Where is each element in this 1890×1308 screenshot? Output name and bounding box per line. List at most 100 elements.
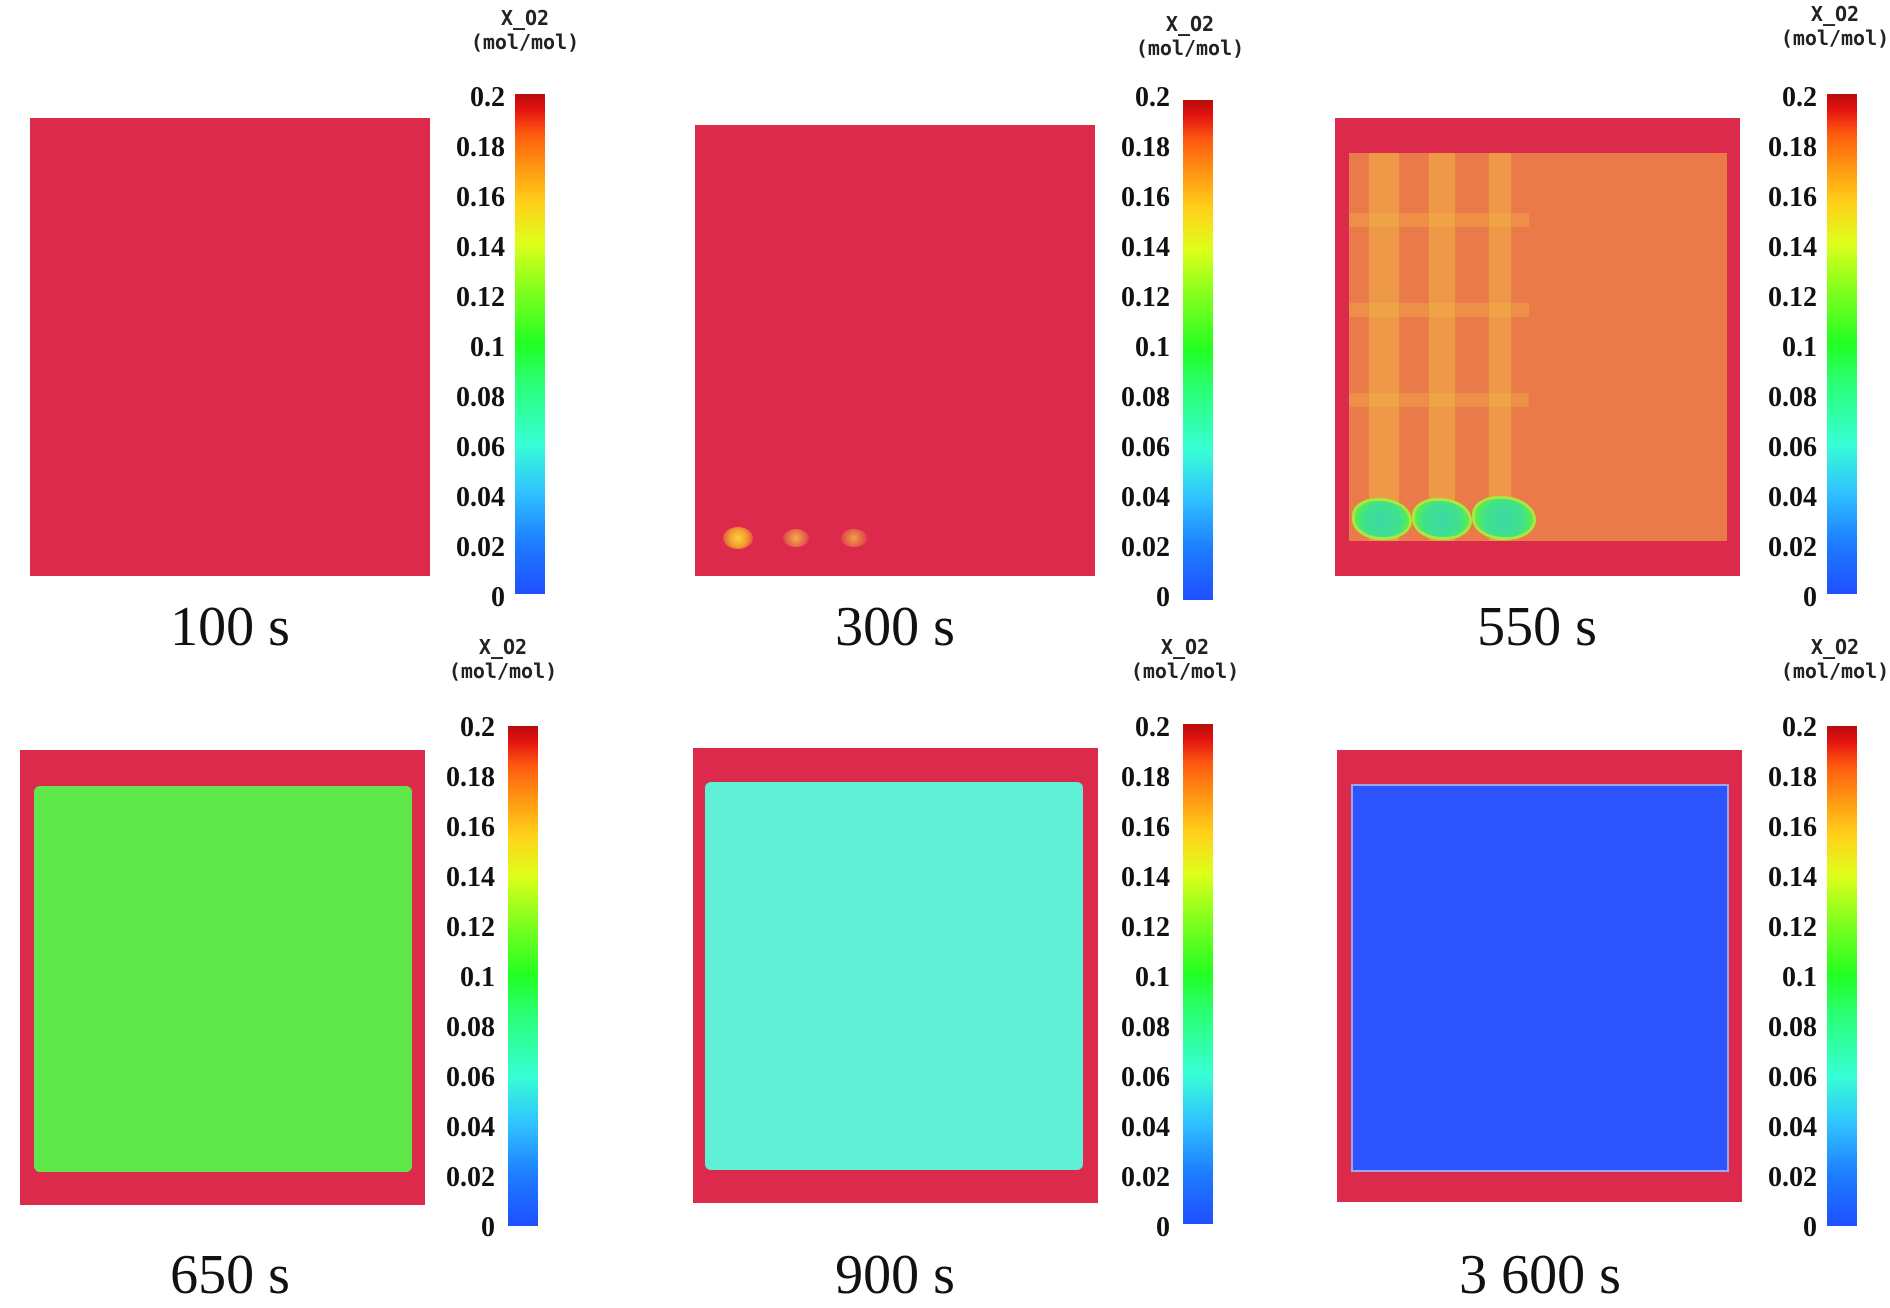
colorbar [1183, 724, 1213, 1224]
colorbar-tick-label: 0 [1156, 582, 1170, 613]
colorbar-ticks: 0.2 0.18 0.16 0.14 0.12 0.1 0.08 0.06 0.04 0.02 0 [435, 82, 505, 613]
colorbar-tick-label: 0.16 [1121, 182, 1170, 213]
colorbar-tick-label: 0.14 [1121, 232, 1170, 263]
colorbar-tick-label: 0.08 [1121, 1012, 1170, 1043]
colorbar-tick-label: 0.02 [1768, 532, 1817, 563]
colorbar-title: X_O2 (mol/mol) [1135, 12, 1245, 60]
colorbar-ticks: 0.2 0.18 0.16 0.14 0.12 0.1 0.08 0.06 0.04 0.02 0 [1100, 82, 1170, 613]
domain-box [1335, 118, 1740, 576]
contour-panel-100s: 100 s X_O2 (mol/mol) 0.2 0.18 0.16 0.14 0.12… [0, 0, 630, 658]
colorbar-tick-label: 0.12 [1121, 282, 1170, 313]
colorbar-tick-label: 0.04 [1121, 482, 1170, 513]
colorbar-tick-label: 0.06 [1768, 1062, 1817, 1093]
colorbar-tick-label: 0.06 [446, 1062, 495, 1093]
colorbar-ticks: 0.2 0.18 0.16 0.14 0.12 0.1 0.08 0.06 0.04 0.02 0 [1747, 712, 1817, 1243]
colorbar-tick-label: 0.16 [1768, 812, 1817, 843]
colorbar-tick-label: 0.2 [1135, 82, 1170, 113]
colorbar-tick-label: 0.2 [460, 712, 495, 743]
colorbar-tick-label: 0.16 [1121, 812, 1170, 843]
colorbar-tick-label: 0.14 [1768, 862, 1817, 893]
time-label: 550 s [1477, 596, 1597, 658]
domain-interior [34, 786, 412, 1172]
colorbar-tick-label: 0.2 [1782, 712, 1817, 743]
contour-panel-550s: 550 s X_O2 (mol/mol) 0.2 0.18 0.16 0.14 0.12… [1305, 0, 1890, 658]
hotspot [723, 527, 753, 549]
colorbar-tick-label: 0.08 [1121, 382, 1170, 413]
colorbar-tick-label: 0.04 [1768, 1112, 1817, 1143]
colorbar-tick-label: 0.1 [1135, 962, 1170, 993]
colorbar-tick-label: 0.14 [446, 862, 495, 893]
colorbar-tick-label: 0.02 [1121, 1162, 1170, 1193]
contour-panel-300s: 300 s X_O2 (mol/mol) 0.2 0.18 0.16 0.14 0.12… [665, 0, 1295, 658]
time-label: 100 s [170, 596, 290, 658]
hotspot [841, 529, 867, 547]
colorbar-tick-label: 0.14 [1121, 862, 1170, 893]
colorbar-tick-label: 0.16 [446, 812, 495, 843]
colorbar-tick-label: 0.04 [1121, 1112, 1170, 1143]
domain-box [20, 750, 425, 1205]
colorbar-tick-label: 0.08 [456, 382, 505, 413]
colorbar-ticks: 0.2 0.18 0.16 0.14 0.12 0.1 0.08 0.06 0.04 0.02 0 [1747, 82, 1817, 613]
colorbar-tick-label: 0.12 [1768, 282, 1817, 313]
colorbar-tick-label: 0.2 [470, 82, 505, 113]
contour-panel-650s: 650 s X_O2 (mol/mol) 0.2 0.18 0.16 0.14 0.12… [0, 635, 630, 1306]
hotspot [783, 529, 809, 547]
colorbar-ticks: 0.2 0.18 0.16 0.14 0.12 0.1 0.08 0.06 0.04 0.02 0 [425, 712, 495, 1243]
colorbar-tick-label: 0.18 [1121, 762, 1170, 793]
colorbar [515, 94, 545, 594]
colorbar-tick-label: 0 [491, 582, 505, 613]
low-oxygen-zone [1415, 501, 1469, 537]
colorbar-tick-label: 0.18 [456, 132, 505, 163]
domain-interior [705, 782, 1083, 1170]
colorbar-tick-label: 0.18 [1768, 762, 1817, 793]
colorbar-tick-label: 0.18 [1768, 132, 1817, 163]
colorbar-tick-label: 0.18 [446, 762, 495, 793]
colorbar-tick-label: 0.12 [446, 912, 495, 943]
colorbar-tick-label: 0.16 [456, 182, 505, 213]
colorbar-tick-label: 0.06 [1121, 432, 1170, 463]
domain-box [1337, 750, 1742, 1202]
colorbar-tick-label: 0 [1803, 1212, 1817, 1243]
domain-box [693, 748, 1098, 1203]
colorbar-tick-label: 0.14 [456, 232, 505, 263]
colorbar-tick-label: 0.06 [1121, 1062, 1170, 1093]
colorbar-tick-label: 0.06 [1768, 432, 1817, 463]
low-oxygen-zone [1355, 501, 1409, 537]
time-label: 650 s [170, 1244, 290, 1306]
colorbar-tick-label: 0.02 [456, 532, 505, 563]
colorbar-tick-label: 0.1 [470, 332, 505, 363]
colorbar-tick-label: 0.18 [1121, 132, 1170, 163]
colorbar-tick-label: 0.1 [460, 962, 495, 993]
domain-box [30, 118, 430, 576]
low-oxygen-zone [1475, 499, 1533, 537]
colorbar-tick-label: 0.02 [1768, 1162, 1817, 1193]
colorbar [1183, 100, 1213, 600]
time-label: 3 600 s [1459, 1244, 1621, 1306]
colorbar-tick-label: 0.08 [1768, 1012, 1817, 1043]
colorbar [508, 726, 538, 1226]
colorbar-tick-label: 0.08 [1768, 382, 1817, 413]
colorbar-tick-label: 0.12 [1121, 912, 1170, 943]
domain-interior [1349, 153, 1727, 541]
colorbar-tick-label: 0.08 [446, 1012, 495, 1043]
colorbar-tick-label: 0.04 [456, 482, 505, 513]
colorbar-tick-label: 0.14 [1768, 232, 1817, 263]
domain-interior [1351, 784, 1729, 1172]
contour-panel-3600s: 3 600 s X_O2 (mol/mol) 0.2 0.18 0.16 0.14 0.… [1305, 635, 1890, 1306]
domain-box [695, 125, 1095, 576]
colorbar-tick-label: 0.1 [1782, 332, 1817, 363]
colorbar-tick-label: 0.02 [1121, 532, 1170, 563]
colorbar-tick-label: 0.02 [446, 1162, 495, 1193]
colorbar-tick-label: 0.04 [1768, 482, 1817, 513]
colorbar-tick-label: 0.12 [1768, 912, 1817, 943]
colorbar-ticks: 0.2 0.18 0.16 0.14 0.12 0.1 0.08 0.06 0.04 0.02 0 [1100, 712, 1170, 1243]
colorbar-title: X_O2 (mol/mol) [1780, 2, 1890, 50]
colorbar [1827, 94, 1857, 594]
colorbar-tick-label: 0 [1803, 582, 1817, 613]
colorbar [1827, 726, 1857, 1226]
colorbar-tick-label: 0.16 [1768, 182, 1817, 213]
time-label: 300 s [835, 596, 955, 658]
colorbar-tick-label: 0.1 [1135, 332, 1170, 363]
colorbar-title: X_O2 (mol/mol) [1780, 635, 1890, 683]
colorbar-title: X_O2 (mol/mol) [470, 6, 580, 54]
